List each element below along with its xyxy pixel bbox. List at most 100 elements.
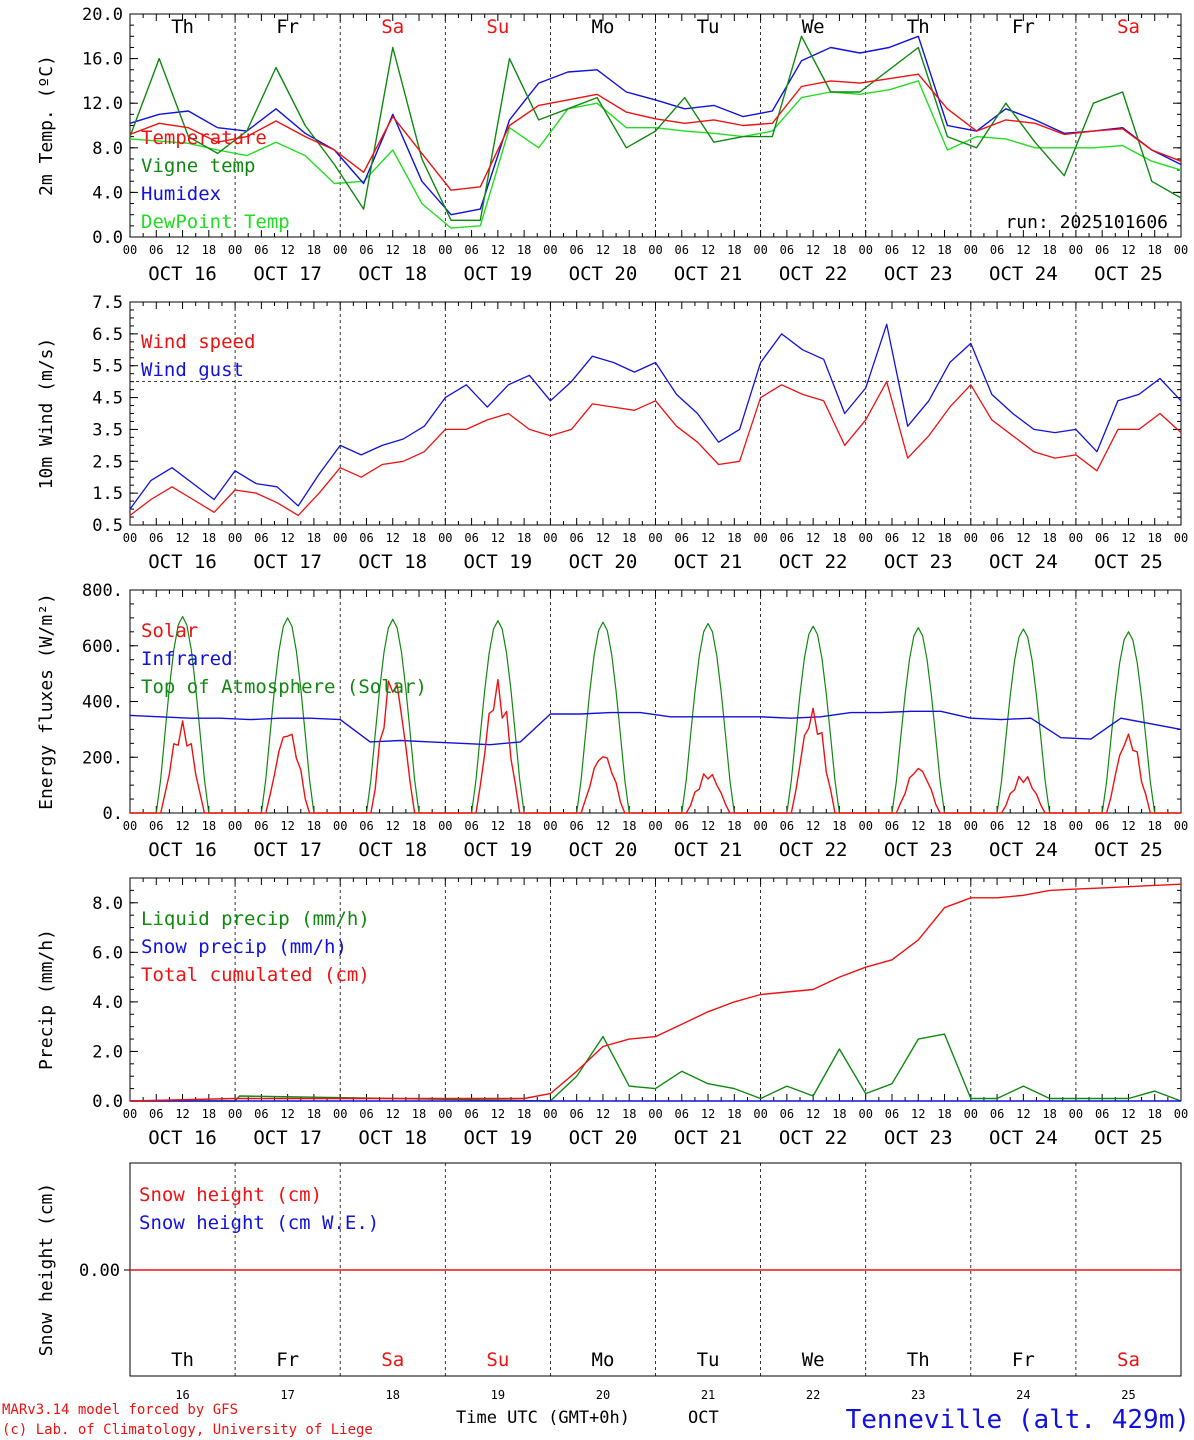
date-label: OCT 18 <box>358 1127 427 1149</box>
legend-entry: Top of Atmosphere (Solar) <box>141 676 427 698</box>
temperature-panel: 0.0 4.0 8.0 12.0 16.0 20.0 2m Temp. (ºC) Th Fr Sa… <box>36 5 1188 285</box>
x-tick-label: 18 <box>412 531 426 545</box>
x-tick-label: 00 <box>1069 819 1083 833</box>
x-tick-label: 18 <box>622 1107 636 1121</box>
x-tick-label: 18 <box>1147 531 1161 545</box>
y-tick-label: 1.5 <box>92 484 123 504</box>
day-number: 17 <box>280 1388 294 1402</box>
footer-model-credit: MARv3.14 model forced by GFS <box>2 1402 238 1418</box>
x-tick-label: 18 <box>622 819 636 833</box>
legend-entry: Infrared <box>141 648 233 670</box>
day-number: 21 <box>701 1388 715 1402</box>
x-tick-label: 12 <box>491 243 505 257</box>
x-tick-label: 18 <box>832 531 846 545</box>
x-tick-label: 00 <box>858 819 872 833</box>
x-tick-label: 12 <box>175 819 189 833</box>
y-tick-label: 4.0 <box>92 993 123 1013</box>
day-header: Sa <box>381 16 404 38</box>
date-label: OCT 23 <box>884 839 953 861</box>
date-label: OCT 22 <box>779 1127 848 1149</box>
y-tick-label: 8.0 <box>92 894 123 914</box>
x-tick-label: 12 <box>911 243 925 257</box>
x-tick-label: 18 <box>622 531 636 545</box>
x-tick-label: 00 <box>1069 243 1083 257</box>
x-tick-label: 00 <box>123 1107 137 1121</box>
x-tick-label: 00 <box>1174 819 1188 833</box>
day-number: 25 <box>1121 1388 1135 1402</box>
day-header: Mo <box>592 1349 615 1371</box>
x-tick-label: 12 <box>386 1107 400 1121</box>
x-tick-label: 00 <box>333 243 347 257</box>
x-tick-label: 12 <box>1016 819 1030 833</box>
y-tick-label: 600. <box>82 637 123 657</box>
x-tick-label: 18 <box>727 531 741 545</box>
x-tick-label: 18 <box>937 531 951 545</box>
day-header: Th <box>907 16 930 38</box>
x-tick-label: 18 <box>832 1107 846 1121</box>
x-tick-label: 18 <box>937 819 951 833</box>
x-tick-label: 00 <box>753 1107 767 1121</box>
x-tick-label: 18 <box>517 243 531 257</box>
legend-entry: DewPoint Temp <box>141 211 290 233</box>
day-header: Fr <box>276 1349 299 1371</box>
x-tick-label: 18 <box>517 819 531 833</box>
x-tick-label: 12 <box>596 1107 610 1121</box>
x-tick-label: 12 <box>1121 1107 1135 1121</box>
date-label: OCT 16 <box>148 263 217 285</box>
y-tick-label: 0.00 <box>79 1261 120 1281</box>
x-tick-label: 00 <box>648 243 662 257</box>
x-tick-label: 18 <box>307 243 321 257</box>
x-tick-label: 00 <box>648 531 662 545</box>
run-label: run: 2025101606 <box>1005 212 1168 233</box>
y-tick-label: 6.5 <box>92 325 123 345</box>
x-tick-label: 18 <box>1042 531 1056 545</box>
date-label: OCT 17 <box>253 551 322 573</box>
date-label: OCT 25 <box>1094 263 1163 285</box>
series-line <box>130 678 1181 814</box>
legend-entry: Snow precip (mm/h) <box>141 936 347 958</box>
x-tick-label: 00 <box>858 1107 872 1121</box>
x-tick-label: 00 <box>543 1107 557 1121</box>
y-axis-label: Energy fluxes (W/m²) <box>36 593 57 810</box>
y-tick-label: 0. <box>103 804 123 824</box>
legend-entry: Humidex <box>141 183 221 205</box>
date-label: OCT 21 <box>674 839 743 861</box>
x-tick-label: 00 <box>543 819 557 833</box>
x-tick-label: 00 <box>858 243 872 257</box>
legend-entry: Wind speed <box>141 331 255 353</box>
x-tick-label: 18 <box>1042 243 1056 257</box>
date-label: OCT 24 <box>989 839 1058 861</box>
y-axis-label: Precip (mm/h) <box>36 929 57 1070</box>
footer-lab-credit: (c) Lab. of Climatology, University of L… <box>2 1422 373 1438</box>
day-header: Tu <box>697 1349 720 1371</box>
x-tick-label: 06 <box>780 243 794 257</box>
x-tick-label: 18 <box>1042 819 1056 833</box>
day-header: Mo <box>592 16 615 38</box>
x-tick-label: 12 <box>701 1107 715 1121</box>
x-tick-label: 12 <box>806 819 820 833</box>
wind-panel: 0.5 1.5 2.5 3.5 4.5 5.5 6.5 7.5 10m Wind (m/s) Wi… <box>36 293 1188 573</box>
x-tick-label: 06 <box>780 531 794 545</box>
x-tick-label: 06 <box>569 531 583 545</box>
x-tick-label: 00 <box>964 819 978 833</box>
x-tick-label: 00 <box>1069 531 1083 545</box>
x-tick-label: 06 <box>885 531 899 545</box>
x-tick-label: 12 <box>280 531 294 545</box>
x-tick-label: 06 <box>149 819 163 833</box>
x-tick-label: 18 <box>307 1107 321 1121</box>
x-tick-label: 12 <box>1016 1107 1030 1121</box>
x-tick-label: 18 <box>1147 243 1161 257</box>
date-label: OCT 20 <box>569 839 638 861</box>
x-tick-label: 00 <box>333 819 347 833</box>
x-tick-label: 12 <box>280 819 294 833</box>
x-tick-label: 06 <box>254 819 268 833</box>
legend-entry: Snow height (cm W.E.) <box>139 1212 379 1234</box>
x-tick-label: 18 <box>517 531 531 545</box>
date-label: OCT 23 <box>884 551 953 573</box>
x-tick-label: 12 <box>806 531 820 545</box>
x-tick-label: 12 <box>806 1107 820 1121</box>
date-label: OCT 17 <box>253 839 322 861</box>
x-tick-label: 00 <box>228 243 242 257</box>
day-number: 19 <box>491 1388 505 1402</box>
x-tick-label: 06 <box>990 1107 1004 1121</box>
